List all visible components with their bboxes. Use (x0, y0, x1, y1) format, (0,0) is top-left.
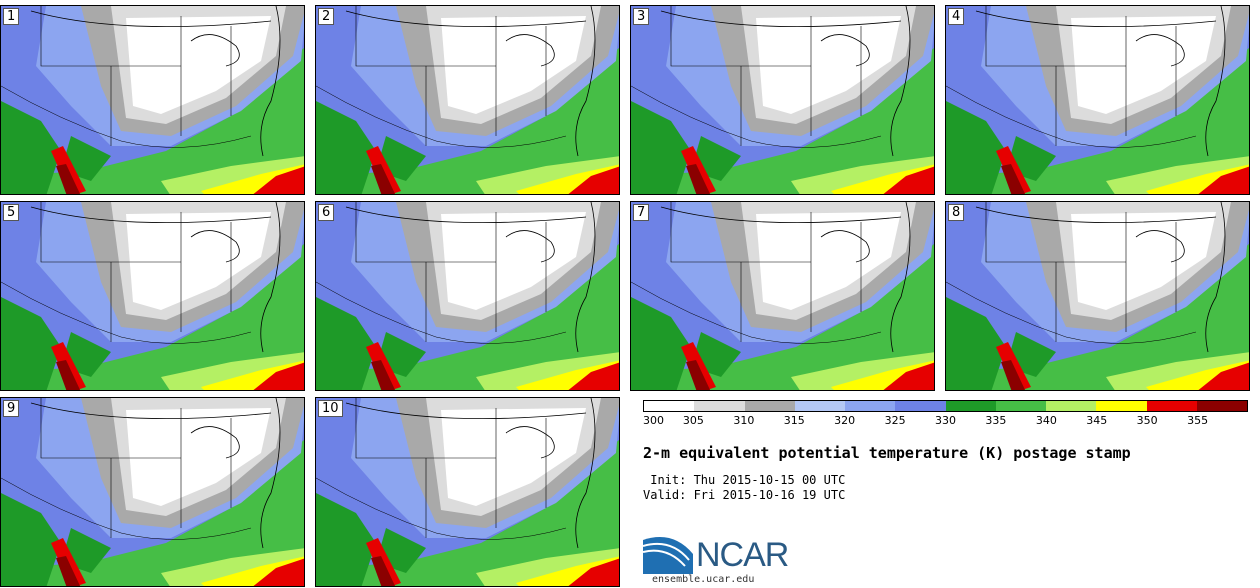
map-panel: 5 (0, 201, 305, 391)
colorbar-segment (794, 401, 845, 411)
figure-title: 2-m equivalent potential temperature (K)… (643, 444, 1131, 462)
colorbar-tick-label: 310 (733, 414, 755, 427)
logo-wordmark: NCAR (696, 536, 789, 574)
panel-number: 3 (633, 8, 650, 25)
colorbar-segment (945, 401, 996, 411)
map-field (631, 6, 934, 194)
colorbar-tick-label: 320 (834, 414, 856, 427)
map-field (1, 202, 304, 390)
map-panel: 2 (315, 5, 620, 195)
map-field (316, 202, 619, 390)
colorbar-segment (1046, 401, 1097, 411)
colorbar-tick-label: 315 (783, 414, 805, 427)
logo-url: ensemble.ucar.edu (652, 574, 755, 585)
map-field (1, 398, 304, 586)
map-field (946, 202, 1249, 390)
colorbar-tick-label: 340 (1035, 414, 1057, 427)
panel-number: 2 (318, 8, 335, 25)
init-time: Init: Thu 2015-10-15 00 UTC (643, 473, 846, 487)
map-field (631, 202, 934, 390)
colorbar-segment (644, 401, 695, 411)
colorbar-segment (1096, 401, 1147, 411)
colorbar-segment (895, 401, 946, 411)
colorbar-segment (1196, 401, 1247, 411)
colorbar-tick-label: 330 (935, 414, 956, 427)
panel-number: 7 (633, 204, 650, 221)
map-panel: 6 (315, 201, 620, 391)
valid-time: Valid: Fri 2015-10-16 19 UTC (643, 488, 846, 502)
panel-number: 1 (3, 8, 20, 25)
panel-number: 9 (3, 400, 20, 417)
map-field (316, 398, 619, 586)
colorbar-segment (1146, 401, 1197, 411)
map-field (1, 6, 304, 194)
panel-number: 5 (3, 204, 20, 221)
colorbar-tick-label: 335 (985, 414, 1007, 427)
colorbar-tick-label: 305 (682, 414, 704, 427)
colorbar-segment (694, 401, 745, 411)
panel-number: 6 (318, 204, 335, 221)
colorbar-tick-label: 300 (643, 414, 664, 427)
colorbar-tick-labels: 300 305 310 315 320 325 330 335 340 345 350 355 (643, 414, 1248, 430)
colorbar-tick-label: 350 (1136, 414, 1158, 427)
panel-number: 8 (948, 204, 965, 221)
colorbar-tick-label: 345 (1086, 414, 1108, 427)
colorbar-segment (845, 401, 896, 411)
colorbar-segment (744, 401, 795, 411)
colorbar-tick-label: 355 (1187, 414, 1209, 427)
map-panel: 7 (630, 201, 935, 391)
map-panel: 8 (945, 201, 1250, 391)
map-field (316, 6, 619, 194)
map-panel: 1 (0, 5, 305, 195)
map-panel: 3 (630, 5, 935, 195)
panel-number: 4 (948, 8, 965, 25)
map-panel: 4 (945, 5, 1250, 195)
map-panel: 10 (315, 397, 620, 587)
ncar-logo-icon (643, 537, 693, 574)
colorbar-tick-label: 325 (884, 414, 906, 427)
map-field (946, 6, 1249, 194)
panel-number: 10 (318, 400, 343, 417)
colorbar-segment (995, 401, 1046, 411)
colorbar (643, 400, 1248, 412)
map-panel: 9 (0, 397, 305, 587)
